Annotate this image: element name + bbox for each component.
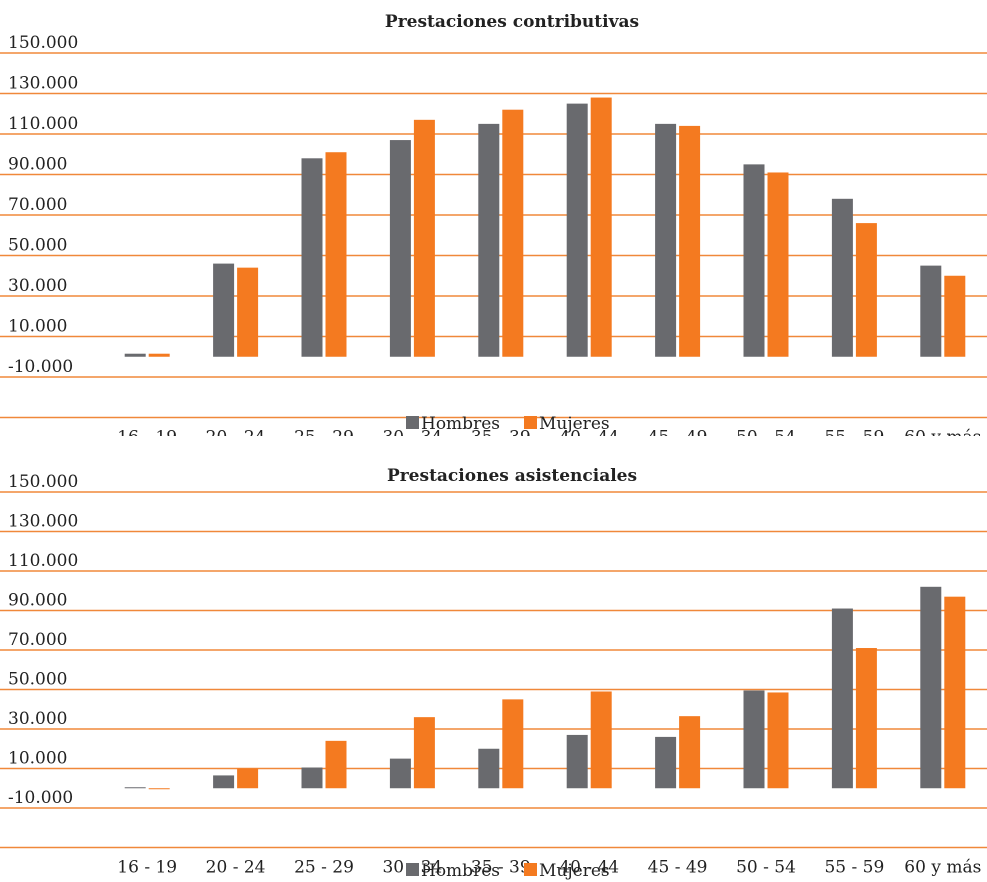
x-tick-label: 25 - 29 <box>294 858 354 878</box>
y-tick-label: 90.000 <box>8 591 67 611</box>
x-tick-label: 55 - 59 <box>824 858 884 878</box>
bar-mujeres <box>325 740 347 789</box>
bar-hombres <box>743 690 765 789</box>
bar-hombres <box>831 608 853 789</box>
legend: Hombres Mujeres <box>406 861 610 881</box>
bar-mujeres <box>237 267 259 357</box>
legend-label-mujeres: Mujeres <box>539 861 610 881</box>
bar-mujeres <box>855 223 877 357</box>
legend: Hombres Mujeres <box>406 414 610 434</box>
bar-mujeres <box>767 692 789 789</box>
legend-swatch-hombres <box>406 863 419 876</box>
x-tick-label: 16 - 19 <box>117 858 177 878</box>
legend-swatch-hombres <box>406 416 419 429</box>
legend-label-mujeres: Mujeres <box>539 414 610 434</box>
y-tick-label: 10.000 <box>8 749 67 769</box>
bar-hombres <box>655 736 677 789</box>
y-tick-label: 110.000 <box>8 551 78 571</box>
x-tick-label: 35 - 39 <box>471 428 531 437</box>
x-tick-label: 25 - 29 <box>294 428 354 437</box>
bar-mujeres <box>855 648 877 789</box>
contributivas-chart: Prestaciones contributivas 150.000 130.00… <box>0 12 987 437</box>
y-tick-label: 130.000 <box>8 512 78 532</box>
x-tick-label: 45 - 49 <box>648 858 708 878</box>
y-tick-label: 30.000 <box>8 709 67 729</box>
x-axis-ticks: 16 - 19 20 - 24 25 - 29 30 - 34 35 - 39 40 - … <box>117 428 981 437</box>
bar-mujeres <box>679 125 701 357</box>
bar-hombres <box>920 265 942 357</box>
bar-hombres <box>478 123 500 357</box>
gridlines <box>0 491 987 849</box>
x-tick-label: 16 - 19 <box>117 428 177 437</box>
legend-label-hombres: Hombres <box>421 414 500 434</box>
x-tick-label: 60 y más <box>904 428 981 437</box>
bar-hombres <box>213 263 235 357</box>
bar-hombres <box>124 787 146 789</box>
bar-hombres <box>566 734 588 789</box>
x-tick-label: 55 - 59 <box>824 428 884 437</box>
chart-title: Prestaciones asistenciales <box>387 466 637 486</box>
x-tick-label: 20 - 24 <box>206 428 266 437</box>
bar-mujeres <box>944 596 966 789</box>
bars <box>124 97 966 357</box>
bar-mujeres <box>944 275 966 357</box>
y-tick-label: 70.000 <box>8 195 67 215</box>
y-tick-label: 110.000 <box>8 114 78 134</box>
legend-swatch-mujeres <box>524 416 537 429</box>
bar-hombres <box>301 158 323 357</box>
bars <box>124 586 966 790</box>
legend-swatch-mujeres <box>524 863 537 876</box>
bar-mujeres <box>502 699 524 789</box>
bar-hombres <box>478 748 500 789</box>
x-tick-label: 20 - 24 <box>206 858 266 878</box>
bar-mujeres <box>413 119 435 357</box>
y-tick-label: 10.000 <box>8 317 67 337</box>
bar-hombres <box>920 586 942 789</box>
x-tick-label: 30 - 34 <box>382 428 442 437</box>
bar-mujeres <box>590 97 612 357</box>
y-tick-label: 150.000 <box>8 33 78 53</box>
bar-mujeres <box>502 109 524 357</box>
y-tick-label: 90.000 <box>8 155 67 175</box>
bar-mujeres <box>237 768 259 789</box>
bar-hombres <box>389 758 411 789</box>
bar-hombres <box>566 103 588 357</box>
y-tick-label: -10.000 <box>8 357 73 377</box>
x-tick-label: 45 - 49 <box>648 428 708 437</box>
bar-mujeres <box>148 788 170 790</box>
bar-hombres <box>389 140 411 357</box>
y-tick-label: 130.000 <box>8 74 78 94</box>
bar-hombres <box>301 767 323 789</box>
y-axis-ticks: 150.000 130.000 110.000 90.000 70.000 50.000 3… <box>8 33 78 377</box>
y-tick-label: 70.000 <box>8 630 67 650</box>
x-tick-label: 40 - 44 <box>559 428 619 437</box>
legend-label-hombres: Hombres <box>421 861 500 881</box>
x-tick-label: 60 y más <box>904 858 981 878</box>
y-tick-label: 150.000 <box>8 472 78 492</box>
y-tick-label: 30.000 <box>8 276 67 296</box>
bar-hombres <box>213 775 235 789</box>
x-tick-label: 35 - 39 <box>471 858 531 878</box>
bar-hombres <box>831 198 853 357</box>
y-tick-label: -10.000 <box>8 788 73 808</box>
asistenciales-chart: Prestaciones asistenciales 150.000 130.00… <box>0 466 987 881</box>
bar-mujeres <box>767 172 789 357</box>
x-tick-label: 50 - 54 <box>736 428 796 437</box>
chart-title: Prestaciones contributivas <box>385 12 639 32</box>
bar-mujeres <box>413 717 435 789</box>
bar-mujeres <box>590 691 612 789</box>
y-tick-label: 50.000 <box>8 236 67 256</box>
x-tick-label: 50 - 54 <box>736 858 796 878</box>
y-axis-ticks: 150.000 130.000 110.000 90.000 70.000 50.000 3… <box>8 472 78 808</box>
x-tick-label: 40 - 44 <box>559 858 619 878</box>
bar-hombres <box>124 353 146 357</box>
bar-hombres <box>743 164 765 357</box>
bar-hombres <box>655 123 677 357</box>
bar-mujeres <box>148 353 170 357</box>
bar-mujeres <box>325 152 347 357</box>
y-tick-label: 50.000 <box>8 670 67 690</box>
bar-mujeres <box>679 716 701 789</box>
